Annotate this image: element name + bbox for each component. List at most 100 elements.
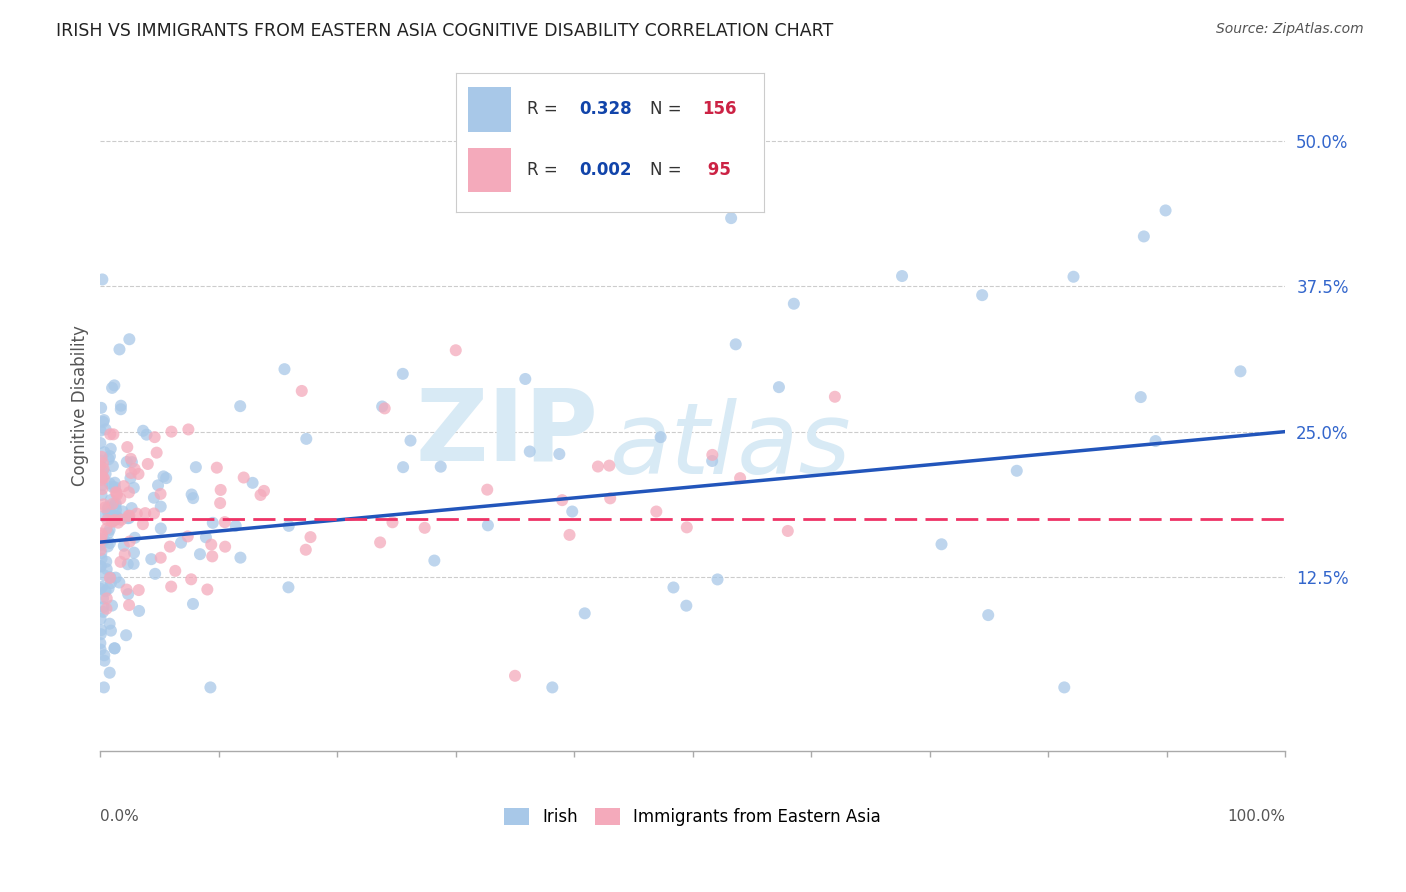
- Point: [91, 272, 114, 286]
- Point: [253, 483, 276, 498]
- Point: [209, 483, 232, 497]
- Point: [104, 571, 127, 585]
- Point: [548, 447, 571, 461]
- Point: [118, 508, 141, 523]
- Point: [104, 480, 127, 494]
- Point: [134, 506, 156, 520]
- Point: [177, 422, 200, 436]
- Point: [104, 496, 127, 510]
- Point: [97, 500, 120, 515]
- Point: [90, 473, 112, 487]
- Point: [142, 491, 165, 505]
- Point: [201, 549, 224, 564]
- Point: [93, 533, 115, 547]
- Point: [91, 456, 114, 470]
- Point: [115, 455, 138, 469]
- Point: [91, 470, 114, 484]
- Point: [93, 568, 115, 582]
- Legend: Irish, Immigrants from Eastern Asia: Irish, Immigrants from Eastern Asia: [498, 801, 887, 833]
- Point: [96, 555, 118, 569]
- Point: [117, 511, 139, 525]
- Point: [214, 540, 236, 554]
- Point: [91, 478, 114, 492]
- Point: [149, 500, 172, 514]
- Point: [117, 558, 139, 572]
- Point: [121, 455, 143, 469]
- Point: [94, 422, 117, 436]
- Point: [117, 440, 139, 454]
- Point: [724, 337, 747, 351]
- Point: [104, 641, 127, 656]
- Point: [104, 475, 127, 490]
- Point: [201, 516, 224, 530]
- Point: [100, 493, 122, 508]
- Point: [94, 500, 117, 515]
- Point: [104, 513, 127, 527]
- Point: [97, 506, 120, 520]
- Point: [184, 460, 207, 475]
- Point: [1053, 681, 1076, 695]
- Point: [291, 384, 314, 398]
- Point: [103, 427, 125, 442]
- Point: [1063, 269, 1085, 284]
- Point: [90, 623, 112, 637]
- Point: [98, 449, 121, 463]
- Text: ZIP: ZIP: [415, 384, 598, 482]
- Point: [155, 471, 177, 485]
- Point: [89, 636, 111, 650]
- Point: [143, 430, 166, 444]
- Point: [93, 508, 115, 523]
- Point: [90, 642, 112, 657]
- Point: [702, 454, 724, 468]
- Point: [181, 491, 204, 505]
- Point: [122, 546, 145, 560]
- Point: [599, 491, 621, 506]
- Point: [101, 599, 124, 613]
- Point: [177, 529, 200, 543]
- Point: [242, 475, 264, 490]
- Point: [931, 537, 953, 551]
- Point: [97, 582, 120, 596]
- Point: [90, 401, 112, 415]
- Point: [90, 424, 112, 438]
- Point: [101, 514, 124, 528]
- Point: [574, 607, 596, 621]
- Point: [101, 480, 124, 494]
- Point: [94, 467, 117, 481]
- Point: [515, 372, 537, 386]
- Point: [89, 436, 111, 450]
- Point: [101, 459, 124, 474]
- Point: [128, 604, 150, 618]
- Point: [205, 460, 228, 475]
- Point: [100, 507, 122, 521]
- Point: [160, 580, 183, 594]
- Point: [98, 427, 121, 442]
- Point: [96, 522, 118, 536]
- Point: [104, 512, 127, 526]
- Point: [93, 681, 115, 695]
- Point: [89, 459, 111, 474]
- Point: [519, 444, 541, 458]
- Point: [413, 521, 436, 535]
- Point: [195, 582, 218, 597]
- Point: [91, 605, 114, 619]
- Point: [104, 485, 127, 500]
- Point: [105, 509, 128, 524]
- Point: [97, 452, 120, 467]
- Point: [391, 367, 413, 381]
- Point: [1133, 229, 1156, 244]
- Point: [91, 463, 114, 477]
- Point: [89, 532, 111, 546]
- Point: [295, 432, 318, 446]
- Point: [299, 530, 322, 544]
- Point: [444, 343, 467, 358]
- Point: [118, 534, 141, 549]
- Point: [229, 550, 252, 565]
- Point: [101, 381, 124, 395]
- Point: [90, 528, 112, 542]
- Point: [273, 362, 295, 376]
- Point: [110, 399, 132, 413]
- Point: [214, 515, 236, 529]
- Point: [108, 343, 131, 357]
- Point: [1144, 434, 1167, 448]
